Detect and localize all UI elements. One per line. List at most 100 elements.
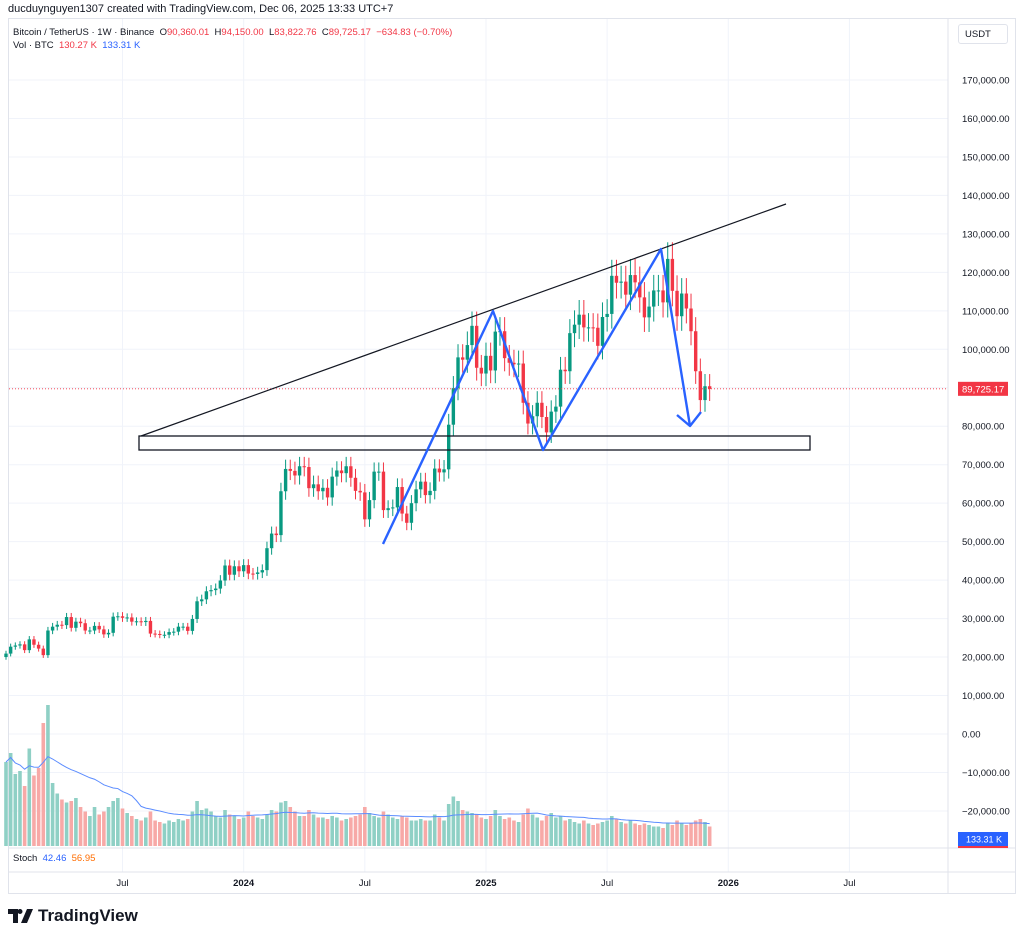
volume-bar <box>549 813 554 846</box>
volume-bar <box>185 819 190 846</box>
volume-bar <box>488 816 493 846</box>
time-axis-label: Jul <box>843 878 855 889</box>
volume-bar <box>251 816 255 846</box>
volume-bar <box>628 820 633 846</box>
volume-bar <box>288 807 293 846</box>
candle-body <box>335 470 339 477</box>
volume-bar <box>484 819 488 846</box>
candle-body <box>120 616 125 618</box>
price-axis-label: 170,000.00 <box>962 76 1010 87</box>
volume-bar <box>316 817 321 846</box>
candle-body <box>596 327 600 346</box>
candle-body <box>8 646 13 654</box>
candle-body <box>549 411 553 433</box>
candle-body <box>218 580 223 589</box>
volume-bar <box>377 817 381 846</box>
resistance-trendline <box>140 203 787 437</box>
candle-body <box>433 468 437 491</box>
volume-bar <box>479 817 484 846</box>
volume-bar <box>386 814 390 846</box>
volume-bar <box>675 820 679 846</box>
candle-body <box>577 314 581 325</box>
volume-bar <box>269 810 274 846</box>
candle-body <box>116 616 120 618</box>
volume-bar <box>227 814 232 846</box>
candle-body <box>41 648 45 656</box>
currency-button[interactable]: USDT <box>958 24 1008 44</box>
volume-bar <box>689 823 693 846</box>
volume-bar <box>670 825 675 846</box>
close-label: C <box>321 27 329 38</box>
volume-bar <box>97 814 101 846</box>
volume-bar <box>157 822 162 846</box>
candle-body <box>349 466 353 478</box>
price-axis-label: 80,000.00 <box>962 422 1004 433</box>
logo-text: TradingView <box>38 906 138 925</box>
volume-bar <box>46 705 50 846</box>
volume-label[interactable]: Vol · BTC <box>13 40 54 51</box>
candle-body <box>591 327 595 329</box>
stoch-k-value: 42.46 <box>42 853 67 864</box>
time-axis-label: 2026 <box>718 878 739 889</box>
candle-body <box>195 601 199 619</box>
candle-body <box>526 402 530 424</box>
volume-ma-label: 133.31 K <box>966 835 1002 845</box>
high-value: 94,150.00 <box>221 27 264 38</box>
high-label: H <box>214 27 222 38</box>
candle-body <box>423 481 428 496</box>
price-axis-label: 70,000.00 <box>962 460 1004 471</box>
candle-body <box>227 565 232 575</box>
volume-bar <box>325 819 330 846</box>
volume-bar <box>530 814 535 846</box>
volume-bar <box>637 825 642 846</box>
volume-bar <box>493 810 498 846</box>
candle-body <box>698 371 703 401</box>
volume-bar <box>32 775 36 846</box>
candle-body <box>693 331 698 372</box>
symbol-name[interactable]: Bitcoin / TetherUS · 1W · Binance <box>13 27 155 38</box>
tradingview-logo[interactable]: TradingView <box>8 906 138 926</box>
candle-body <box>377 471 381 473</box>
candle-body <box>409 503 414 523</box>
volume-bar <box>577 823 581 846</box>
volume-bar <box>120 808 125 846</box>
volume-bar <box>190 811 195 846</box>
volume-bar <box>148 811 153 846</box>
stoch-label[interactable]: Stoch <box>13 853 38 864</box>
volume-bar <box>516 822 521 846</box>
candle-body <box>624 281 628 295</box>
candle-body <box>181 626 185 628</box>
volume-bar <box>381 811 386 846</box>
volume-legend: Vol · BTC 130.27 K 133.31 K <box>13 40 140 51</box>
volume-bar <box>144 817 148 846</box>
volume-bar <box>465 811 470 846</box>
stoch-legend: Stoch 42.46 56.95 <box>13 853 95 864</box>
candle-body <box>83 623 87 631</box>
volume-bar <box>213 816 218 846</box>
volume-bar <box>707 826 712 846</box>
candle-body <box>22 644 27 651</box>
volume-bar <box>232 816 237 846</box>
candle-body <box>372 471 376 501</box>
volume-ma-badge <box>958 832 1008 846</box>
candle-body <box>516 363 521 365</box>
candle-body <box>251 573 255 575</box>
candle-body <box>554 406 558 412</box>
price-axis-label: 30,000.00 <box>962 614 1004 625</box>
volume-bar <box>437 817 442 846</box>
volume-bar <box>619 822 623 846</box>
volume-bar <box>69 801 74 846</box>
time-axis-label: 2025 <box>475 878 497 889</box>
chart-canvas[interactable]: 170,000.00 160,000.00 150,000.00 140,000.00… <box>0 0 1024 900</box>
candle-body <box>670 258 675 291</box>
price-axis-label: 150,000.00 <box>962 152 1010 163</box>
candle-body <box>237 566 241 572</box>
time-axis-label: Jul <box>116 878 128 889</box>
time-axis-label: Jul <box>601 878 613 889</box>
volume-badge-underline <box>958 846 1008 848</box>
candle-body <box>36 644 41 649</box>
candle-body <box>419 481 423 490</box>
volume-bar <box>614 819 619 846</box>
volume-bar <box>456 801 460 846</box>
volume-bar <box>13 774 18 846</box>
